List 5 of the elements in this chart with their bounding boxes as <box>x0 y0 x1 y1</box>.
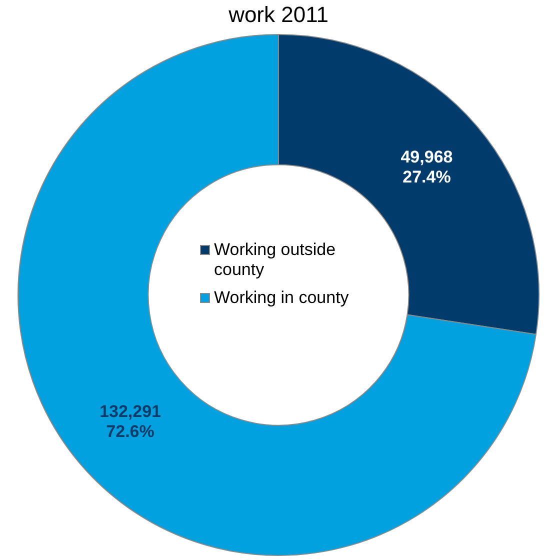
legend-label: Working outside county <box>214 240 337 280</box>
data-label: 132,291 72.6% <box>100 402 161 441</box>
chart-title: work 2011 <box>228 2 330 28</box>
data-label: 49,968 27.4% <box>400 147 453 186</box>
legend-label: Working in county <box>214 288 349 308</box>
